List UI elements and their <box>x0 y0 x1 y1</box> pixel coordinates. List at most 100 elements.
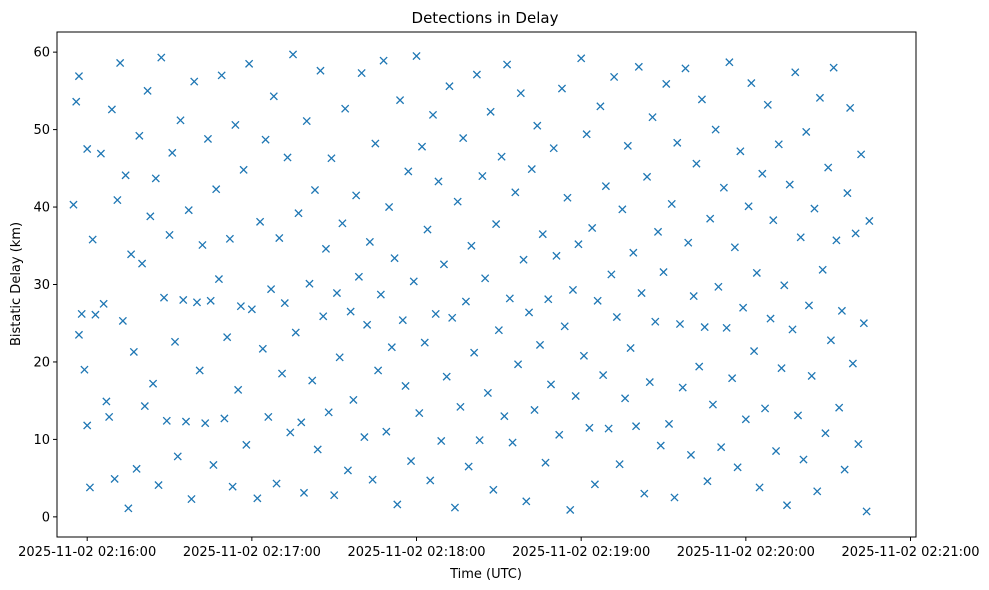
data-point <box>236 302 245 311</box>
data-point <box>758 169 767 178</box>
data-point <box>247 305 256 314</box>
data-point <box>110 474 119 483</box>
plot-frame <box>56 31 917 538</box>
data-point <box>546 380 556 389</box>
data-point <box>187 494 196 504</box>
data-point <box>475 436 484 445</box>
data-point <box>214 275 223 284</box>
data-point <box>442 372 451 381</box>
data-point <box>640 489 649 498</box>
data-point <box>516 89 525 98</box>
data-point <box>456 402 465 411</box>
data-point <box>420 338 429 347</box>
data-point <box>390 254 399 263</box>
data-point <box>593 296 602 305</box>
x-tick-label: 2025-11-02 02:17:00 <box>183 545 321 560</box>
data-point <box>170 337 180 346</box>
data-point <box>588 223 597 233</box>
data-point <box>590 480 599 489</box>
data-point <box>503 60 512 69</box>
data-point <box>461 297 470 306</box>
data-point <box>406 457 416 466</box>
data-point <box>374 366 383 375</box>
data-point <box>102 397 111 406</box>
data-point <box>294 209 303 218</box>
data-point <box>637 288 646 298</box>
data-point <box>544 295 553 304</box>
data-point <box>212 185 221 194</box>
data-point <box>793 411 803 420</box>
data-point <box>568 285 578 294</box>
data-point <box>332 288 341 298</box>
data-point <box>771 446 781 456</box>
data-point <box>275 233 284 243</box>
data-point <box>717 443 726 452</box>
x-tick-label: 2025-11-02 02:21:00 <box>841 545 979 560</box>
data-point <box>837 306 846 315</box>
data-point <box>552 251 561 260</box>
data-point <box>489 485 498 494</box>
data-point <box>124 504 133 513</box>
y-tick-label: 10 <box>33 433 50 448</box>
y-tick-label: 0 <box>42 510 50 525</box>
data-point <box>651 317 660 326</box>
data-point <box>267 285 276 294</box>
y-tick-label: 20 <box>33 355 50 370</box>
data-point <box>662 79 671 88</box>
data-point <box>401 381 410 391</box>
data-point <box>376 290 385 299</box>
data-point <box>360 433 369 442</box>
y-axis: 0 10 20 30 40 50 60 <box>33 46 57 525</box>
data-point <box>826 336 835 345</box>
data-point <box>835 403 844 412</box>
data-point <box>815 93 825 102</box>
data-point <box>769 216 778 225</box>
data-point <box>209 460 218 470</box>
data-point <box>181 417 191 426</box>
data-point <box>288 50 298 59</box>
data-point <box>706 214 715 223</box>
data-point <box>645 378 654 387</box>
data-point <box>722 323 731 332</box>
data-point <box>807 371 816 380</box>
data-point <box>486 107 495 116</box>
data-point <box>582 130 591 139</box>
data-point <box>203 134 213 143</box>
data-point <box>711 125 720 134</box>
data-point <box>791 68 800 77</box>
data-point <box>99 299 108 308</box>
data-point <box>439 260 449 269</box>
data-point <box>478 172 487 181</box>
x-tick-label: 2025-11-02 02:20:00 <box>677 545 815 560</box>
data-point <box>88 235 97 244</box>
data-point <box>74 330 84 339</box>
data-point <box>675 319 685 329</box>
data-point <box>220 414 229 423</box>
data-point <box>242 440 251 449</box>
data-point <box>730 243 739 252</box>
data-point <box>673 138 682 147</box>
data-point <box>505 294 514 303</box>
data-point <box>818 265 827 274</box>
data-point <box>664 419 674 428</box>
data-point <box>854 439 863 449</box>
data-point <box>253 494 262 503</box>
data-point <box>423 225 432 234</box>
data-point <box>159 293 169 302</box>
data-point <box>766 314 775 323</box>
data-point <box>450 503 459 512</box>
data-point <box>398 316 407 325</box>
data-point <box>245 59 254 68</box>
data-point <box>648 113 657 122</box>
data-point <box>618 205 627 214</box>
data-point <box>626 343 635 353</box>
data-point <box>802 127 811 136</box>
data-point <box>522 497 531 506</box>
data-point <box>341 104 350 113</box>
data-point <box>417 142 427 151</box>
data-point <box>385 202 394 212</box>
data-point <box>681 64 690 73</box>
data-point <box>321 244 331 253</box>
data-point <box>470 348 479 357</box>
data-point <box>308 376 317 385</box>
